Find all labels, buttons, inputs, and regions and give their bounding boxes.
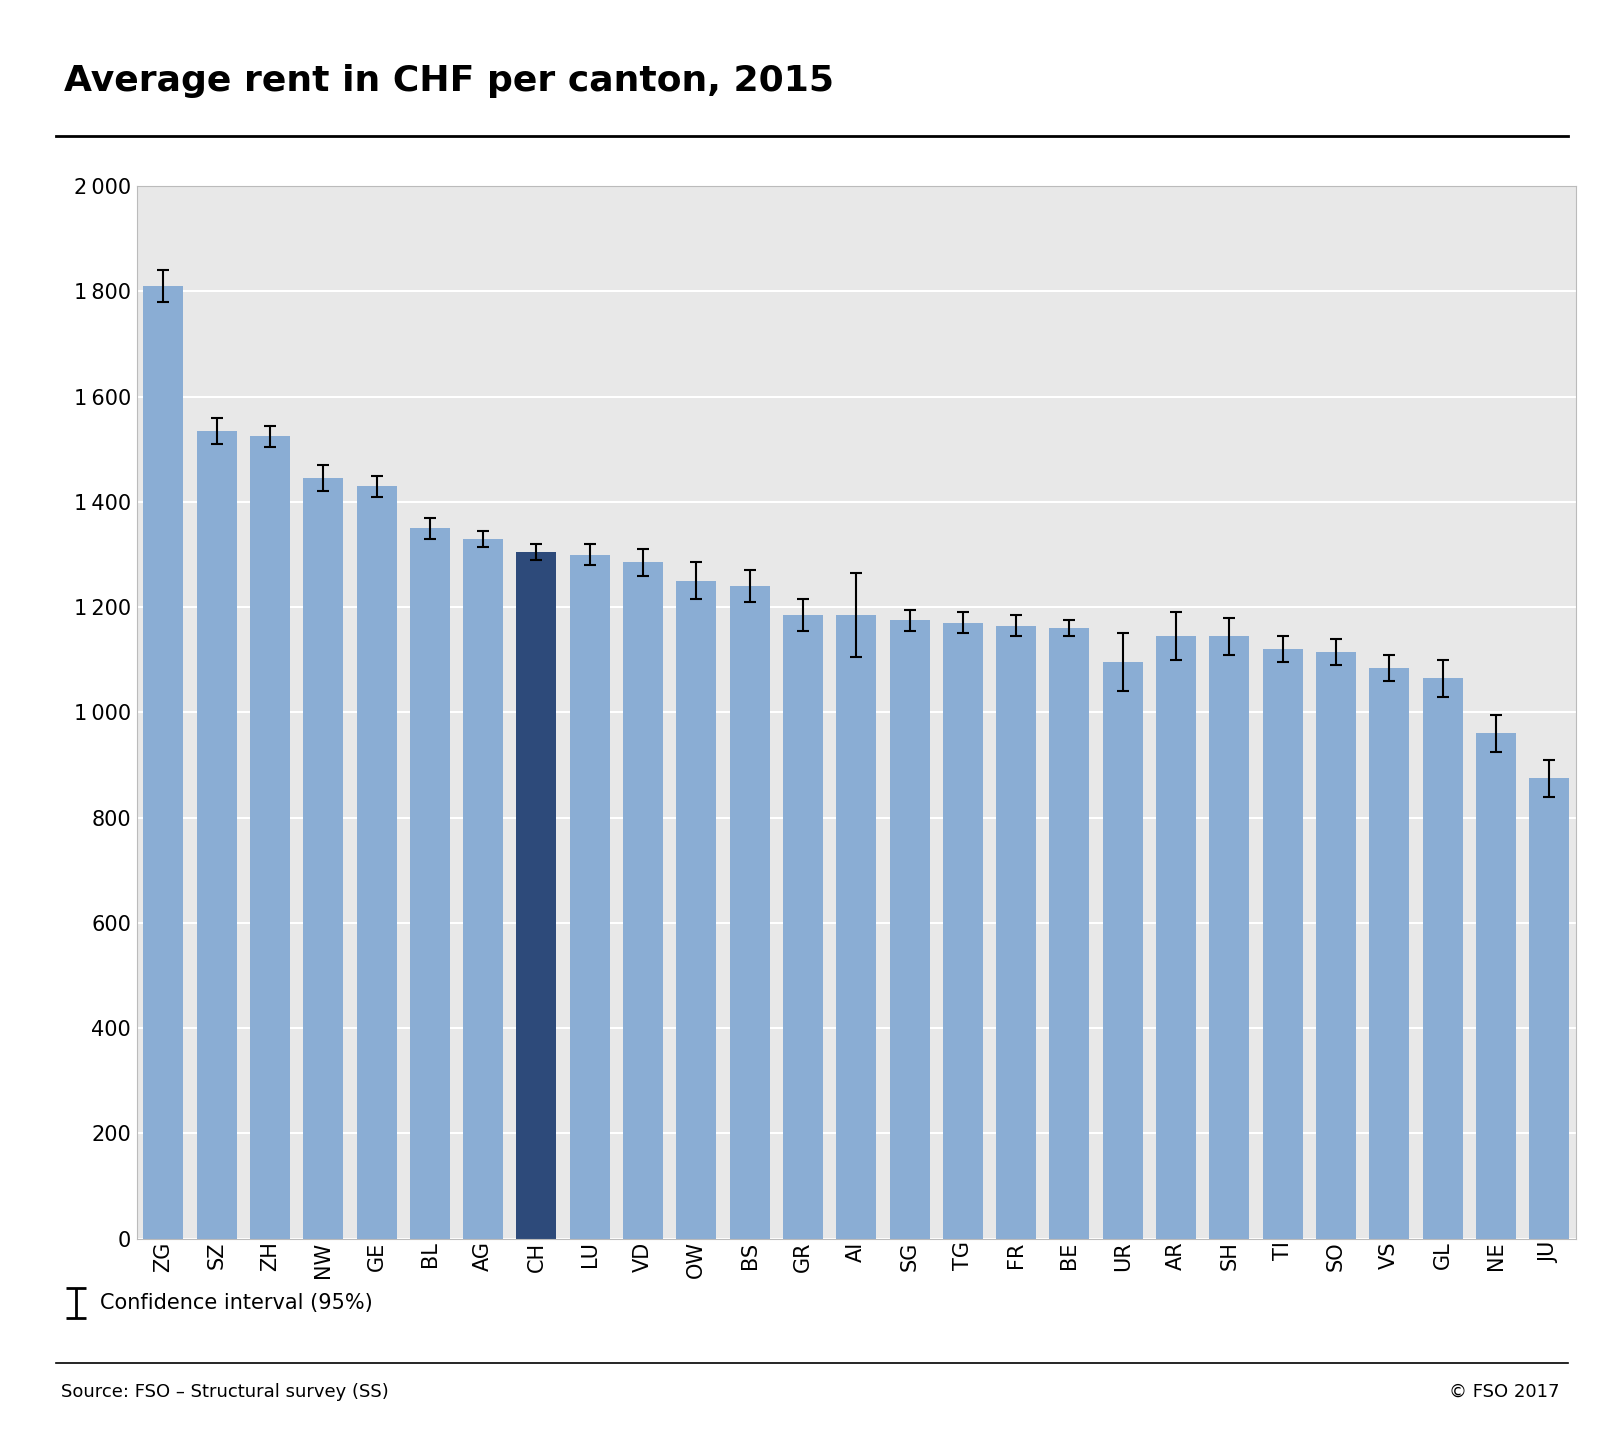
Bar [1475,733,1515,1239]
Text: Source: FSO – Structural survey (SS): Source: FSO – Structural survey (SS) [61,1383,389,1400]
Text: Average rent in CHF per canton, 2015: Average rent in CHF per canton, 2015 [64,64,834,99]
Bar [196,431,236,1239]
Bar [1049,629,1090,1239]
Bar [249,437,289,1239]
Bar [730,586,770,1239]
Text: © FSO 2017: © FSO 2017 [1448,1383,1559,1400]
Bar [783,616,823,1239]
Bar [1369,667,1408,1239]
Bar [1261,649,1302,1239]
Bar [304,478,342,1239]
Bar [889,620,929,1239]
Bar [677,581,715,1239]
Bar [942,623,982,1239]
Bar [1155,636,1196,1239]
Bar [410,528,450,1239]
Bar [1528,778,1568,1239]
Text: Confidence interval (95%): Confidence interval (95%) [100,1293,373,1313]
Bar [1102,663,1143,1239]
Bar [516,551,556,1239]
Bar [622,563,662,1239]
Bar [1315,652,1355,1239]
Bar [143,286,183,1239]
Bar [569,554,609,1239]
Bar [1422,679,1462,1239]
Bar [463,538,503,1239]
Bar [1208,636,1249,1239]
Bar [996,626,1035,1239]
Bar [357,485,397,1239]
Bar [836,616,876,1239]
